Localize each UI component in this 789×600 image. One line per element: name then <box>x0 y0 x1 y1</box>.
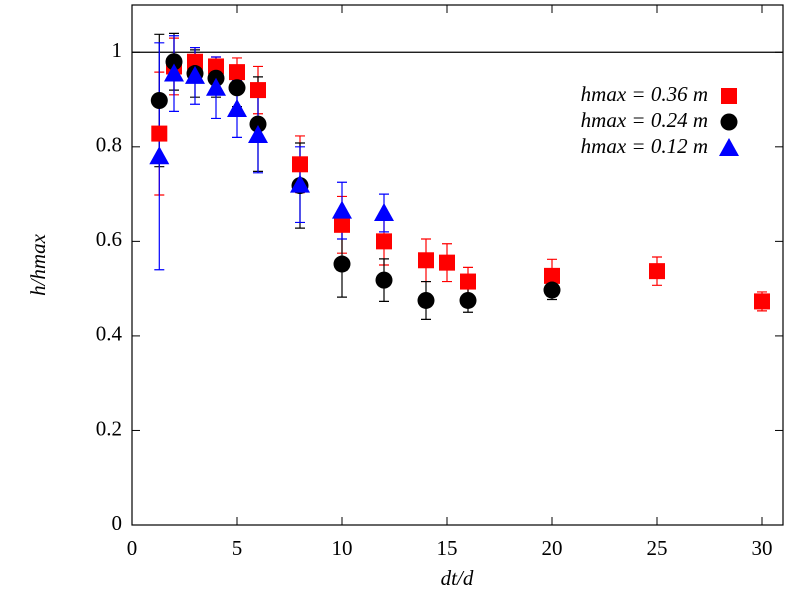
x-axis-label: dt/d <box>441 566 474 590</box>
point <box>187 53 203 70</box>
legend-label: hmax = 0.36 m <box>581 82 708 106</box>
point <box>376 233 392 250</box>
point <box>250 82 266 99</box>
legend-marker <box>720 113 738 131</box>
y-tick-label: 0.6 <box>96 227 122 251</box>
y-axis-label: h/hmax <box>26 233 50 296</box>
point <box>418 252 434 269</box>
legend-label: hmax = 0.24 m <box>581 108 708 132</box>
x-tick-label: 0 <box>127 536 138 560</box>
point <box>417 291 435 309</box>
point <box>460 273 476 290</box>
point <box>248 125 268 143</box>
point <box>544 267 560 284</box>
y-tick-label: 0.8 <box>96 133 122 157</box>
point <box>375 271 393 289</box>
point <box>165 53 183 71</box>
point <box>459 291 477 309</box>
legend-marker <box>719 138 739 156</box>
plot-frame <box>131 4 784 526</box>
legend-marker <box>721 88 737 104</box>
y-tick-label: 0.2 <box>96 416 122 440</box>
point <box>150 91 168 109</box>
y-tick-label: 0.4 <box>96 322 123 346</box>
point <box>208 58 224 75</box>
y-tick-label: 0 <box>112 511 123 535</box>
x-tick-label: 5 <box>232 536 243 560</box>
point <box>290 174 310 193</box>
point <box>374 203 394 221</box>
y-tick-label: 1 <box>112 38 123 62</box>
legend-label: hmax = 0.12 m <box>581 134 708 158</box>
point <box>227 99 247 117</box>
point <box>334 216 350 233</box>
point <box>333 255 351 273</box>
x-tick-label: 25 <box>647 536 668 560</box>
point <box>439 254 455 271</box>
point <box>228 79 246 97</box>
point <box>149 146 170 165</box>
point <box>649 263 665 280</box>
point <box>543 281 561 299</box>
point <box>332 200 352 219</box>
point <box>292 156 308 173</box>
point <box>249 115 267 133</box>
x-tick-label: 20 <box>542 536 563 560</box>
point <box>185 65 205 84</box>
point <box>206 77 226 96</box>
x-tick-label: 30 <box>752 536 773 560</box>
point <box>164 63 184 82</box>
x-tick-label: 15 <box>437 536 458 560</box>
point <box>754 293 770 310</box>
point <box>229 64 245 81</box>
x-tick-label: 10 <box>332 536 353 560</box>
point <box>151 125 168 142</box>
